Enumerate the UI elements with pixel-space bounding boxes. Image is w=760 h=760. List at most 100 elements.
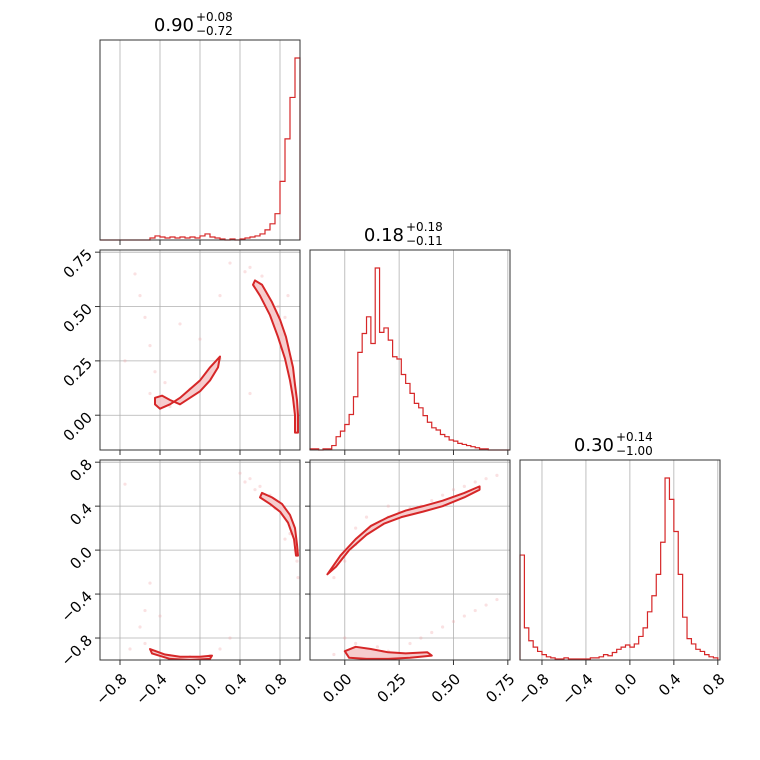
scatter-point [286, 294, 290, 298]
x-tick-label: 0.25 [374, 670, 410, 706]
x-tick-label: −0.4 [558, 670, 596, 708]
x-tick-label: −0.8 [514, 670, 552, 708]
x-tick-label: −0.4 [132, 670, 170, 708]
y-tick-label: 0.8 [66, 455, 96, 485]
x-tick-label: 0.8 [699, 670, 729, 700]
scatter-point [123, 482, 127, 486]
scatter-point [158, 614, 162, 618]
scatter-point [296, 575, 300, 580]
histogram-panel-0: 0.90 +0.08−0.72 [99, 10, 301, 245]
title-median: 0.18 [364, 225, 404, 246]
scatter-point [484, 603, 488, 607]
scatter-point [343, 559, 347, 563]
scatter-point [153, 370, 157, 374]
scatter-point [133, 272, 137, 276]
panel-plot-area [123, 471, 300, 660]
scatter-point [138, 294, 142, 298]
scatter-point [441, 625, 445, 629]
contour-region [327, 486, 480, 575]
scatter-point [343, 636, 347, 640]
scatter-point [123, 359, 127, 363]
scatter-panel-1-2: 0.00 0.25 0.50 0.75 [305, 459, 519, 706]
scatter-panel-0-2: −0.8 −0.4 0.0 0.4 0.8−0.8−0.40.00.40.8 [58, 455, 301, 709]
scatter-point [408, 641, 412, 646]
x-tick-label: 0.50 [428, 670, 464, 706]
y-tick-label: −0.4 [58, 587, 96, 625]
scatter-point [473, 608, 477, 613]
scatter-point [332, 652, 336, 657]
panel-frame [309, 249, 511, 451]
y-tick-label: 0.75 [60, 245, 96, 281]
scatter-point [386, 504, 390, 508]
scatter-point [248, 265, 252, 269]
title-upper-error: +0.14 [616, 430, 653, 444]
title-lower-error: −1.00 [616, 444, 653, 458]
panel-plot-area [123, 261, 299, 434]
scatter-point [163, 381, 167, 385]
scatter-point [430, 630, 434, 635]
scatter-point [198, 337, 202, 341]
scatter-point [260, 274, 264, 278]
contour-line [343, 645, 433, 660]
y-tick-label: 0.00 [60, 408, 96, 444]
title-upper-error: +0.08 [196, 10, 233, 24]
scatter-point [451, 619, 456, 624]
scatter-panel-0-1: 0.00 0.25 0.50 0.75 [60, 245, 301, 455]
contour-line [149, 648, 213, 660]
histogram-step-line [309, 267, 510, 451]
scatter-point [283, 537, 287, 541]
scatter-point [451, 488, 456, 492]
histogram-step-line [519, 477, 719, 660]
contour-line [326, 485, 481, 576]
x-tick-label: 0.0 [611, 670, 641, 700]
y-tick-label: 0.50 [60, 300, 96, 336]
contour-line [252, 279, 299, 434]
title-upper-error: +0.18 [406, 220, 443, 234]
x-tick-label: 0.75 [482, 670, 518, 706]
scatter-point [178, 322, 182, 326]
contour-line [259, 491, 299, 557]
scatter-point [430, 499, 434, 503]
scatter-point [462, 484, 466, 488]
x-tick-label: 0.8 [261, 670, 291, 700]
scatter-point [238, 471, 242, 475]
scatter-point [253, 488, 257, 492]
y-tick-label: −0.8 [58, 631, 96, 669]
contour-line [154, 355, 221, 410]
histogram-panel-2: −0.8 −0.4 0.0 0.4 0.8 0.30 +0.14−1.00 [514, 430, 728, 709]
scatter-point [148, 344, 152, 348]
x-tick-label: 0.0 [181, 670, 211, 700]
scatter-point [295, 559, 299, 563]
x-tick-label: −0.8 [92, 670, 130, 708]
scatter-point [354, 641, 358, 646]
scatter-point [495, 597, 499, 602]
scatter-point [462, 614, 466, 618]
scatter-point [354, 526, 358, 530]
scatter-point [128, 647, 132, 651]
y-tick-label: 0.0 [66, 543, 96, 573]
scatter-point [276, 304, 280, 309]
scatter-point [484, 477, 488, 481]
scatter-point [364, 515, 369, 519]
scatter-point [218, 294, 222, 298]
scatter-point [243, 270, 247, 274]
scatter-point [138, 625, 142, 629]
panel-frame [309, 459, 511, 661]
scatter-point [143, 641, 147, 646]
scatter-point [419, 636, 423, 640]
scatter-point [283, 315, 287, 319]
scatter-point [228, 636, 232, 640]
scatter-point [148, 391, 152, 396]
scatter-point [148, 581, 152, 585]
scatter-point [228, 261, 232, 265]
panel-frame [519, 459, 721, 661]
histogram-panel-1: 0.18 +0.18−0.11 [309, 220, 511, 455]
title-median: 0.90 [154, 15, 194, 36]
scatter-point [248, 391, 252, 396]
scatter-point [473, 480, 477, 484]
title-median: 0.30 [574, 435, 614, 456]
title-lower-error: −0.11 [406, 234, 443, 248]
x-tick-label: 0.4 [221, 670, 251, 700]
scatter-point [375, 645, 379, 649]
